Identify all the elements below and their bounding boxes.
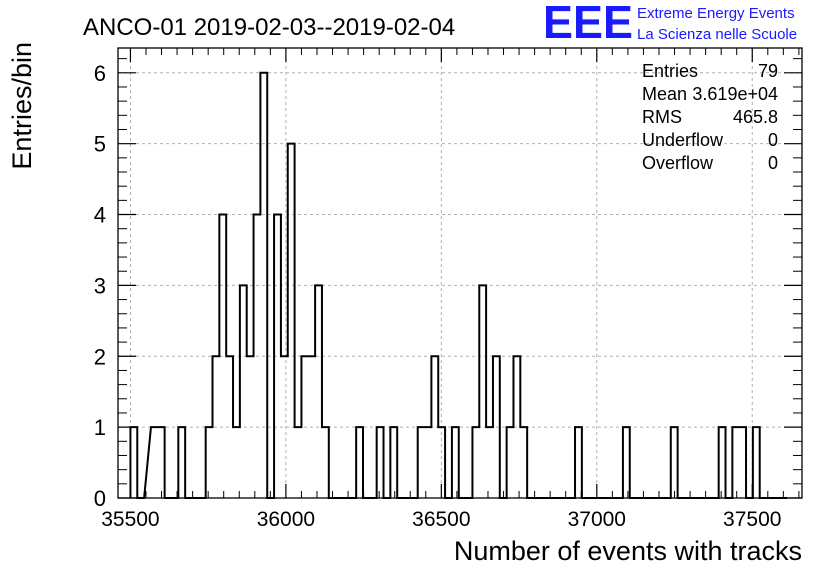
histogram-bin	[732, 427, 739, 498]
stats-underflow-label: Underflow	[642, 130, 724, 150]
histogram-bin	[151, 427, 158, 498]
histogram-bin	[315, 285, 322, 498]
histogram-bin	[390, 427, 397, 498]
y-tick-label: 2	[94, 344, 106, 369]
grid-layer	[118, 48, 802, 499]
histogram-bin	[719, 427, 726, 498]
histogram-bin	[520, 427, 527, 498]
histogram-bin	[575, 427, 582, 498]
y-tick-label: 4	[94, 203, 106, 228]
histogram-bin	[377, 427, 384, 498]
y-tick-label: 3	[94, 273, 106, 298]
histogram-bin	[206, 427, 213, 498]
histogram-bin	[425, 427, 432, 498]
y-tick-label: 5	[94, 132, 106, 157]
histogram-bin	[288, 144, 295, 498]
histogram-bin	[356, 427, 363, 498]
histogram-bin	[240, 285, 247, 498]
histogram-bin	[671, 427, 678, 498]
eee-logo-line2: La Scienza nelle Scuole	[637, 26, 797, 43]
axis-ticks	[118, 48, 802, 499]
histogram-bin	[486, 427, 493, 498]
histogram-bin	[322, 427, 329, 498]
histogram-bin	[753, 427, 760, 498]
stats-rms-value: 465.8	[733, 107, 778, 127]
stats-overflow-value: 0	[768, 153, 778, 173]
stats-box: Entries 79 Mean 3.619e+04 RMS 465.8 Unde…	[642, 61, 778, 173]
x-tick-label: 37500	[723, 508, 781, 531]
histogram-bin	[472, 427, 479, 498]
stats-overflow-label: Overflow	[642, 153, 714, 173]
x-tick-label: 36500	[412, 508, 470, 531]
y-axis-label: Entries/bin	[7, 42, 37, 170]
y-tick-label: 6	[94, 61, 106, 86]
stats-underflow-value: 0	[768, 130, 778, 150]
histogram-bin	[233, 427, 240, 498]
stats-entries-value: 79	[758, 61, 778, 81]
x-axis-label: Number of events with tracks	[454, 536, 802, 566]
y-tick-label: 0	[94, 486, 106, 511]
stats-entries-label: Entries	[642, 61, 698, 81]
histogram-bin	[479, 285, 486, 498]
histogram-bin	[739, 427, 746, 498]
x-tick-label: 36000	[257, 508, 315, 531]
histogram-bin	[507, 427, 514, 498]
x-tick-label: 35500	[101, 508, 159, 531]
histogram-bin	[452, 427, 459, 498]
eee-logo-line1: Extreme Energy Events	[637, 5, 795, 22]
tick-labels: 35500 36000 36500 37000 37500 0 1 2 3 4 5 6	[94, 61, 782, 531]
histogram-bin	[623, 427, 630, 498]
histogram-bin	[295, 427, 302, 498]
stats-mean-value: 3.619e+04	[692, 84, 778, 104]
histogram-bin	[178, 427, 185, 498]
x-tick-label: 37000	[568, 508, 626, 531]
histogram-bin	[130, 427, 137, 498]
histogram-bin	[158, 427, 165, 498]
histogram-bin	[418, 427, 425, 498]
eee-logo: EEE Extreme Energy Events La Scienza nel…	[543, 0, 797, 48]
stats-rms-label: RMS	[642, 107, 682, 127]
y-tick-label: 1	[94, 415, 106, 440]
eee-logo-mark: EEE	[543, 0, 633, 48]
stats-mean-label: Mean	[642, 84, 687, 104]
plot-frame	[117, 47, 803, 499]
chart-title: ANCO-01 2019-02-03--2019-02-04	[83, 14, 455, 41]
